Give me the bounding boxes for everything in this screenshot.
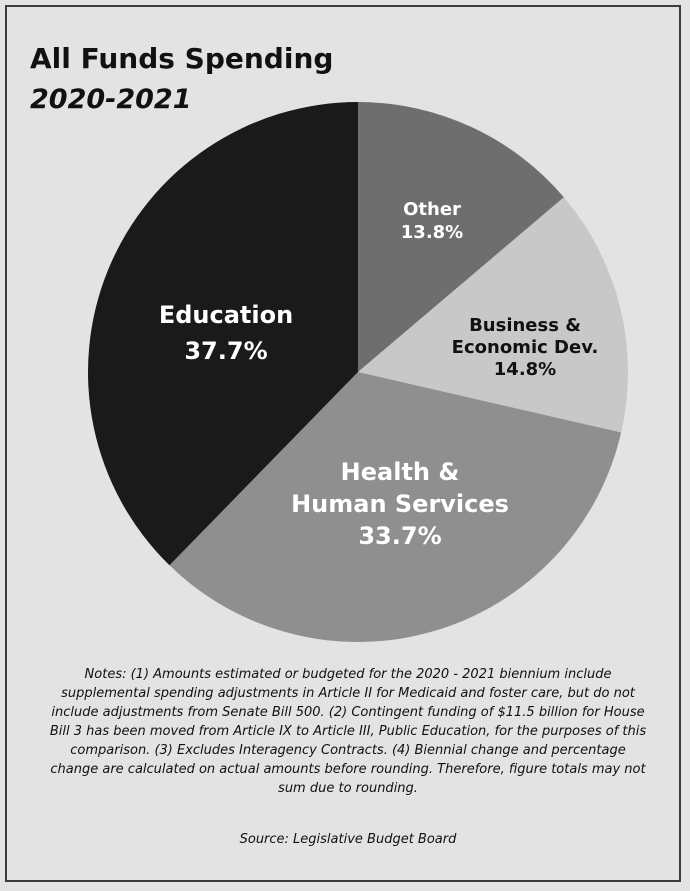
pie-slice-business-economic-dev — [358, 197, 628, 433]
slice-label-business-economic-dev: Business & Economic Dev. 14.8% — [452, 315, 599, 380]
chart-source: Source: Legislative Budget Board — [239, 832, 457, 847]
chart-notes: Notes: (1) Amounts estimated or budgeted… — [49, 667, 647, 796]
slice-name-label: Education — [159, 301, 293, 329]
slice-value-label: 37.7% — [184, 337, 267, 365]
slice-name-label: Health & — [341, 458, 460, 486]
slice-value-label: 13.8% — [401, 222, 463, 243]
chart-subtitle: 2020-2021 — [30, 84, 192, 115]
pie-slice-education — [88, 102, 359, 566]
chart-title: All Funds Spending — [30, 42, 334, 75]
slice-label-other: Other 13.8% — [401, 199, 463, 243]
slice-label-health-human-services: Health & Human Services 33.7% — [291, 458, 509, 550]
slice-value-label: 33.7% — [358, 522, 441, 550]
slice-name-label: Human Services — [291, 490, 509, 518]
slice-name-label: Other — [403, 199, 461, 220]
pie-slice-health-human-services — [169, 372, 622, 642]
slice-value-label: 14.8% — [494, 359, 556, 380]
pie-slice-other — [358, 101, 564, 372]
slice-name-label: Economic Dev. — [452, 337, 599, 358]
slice-name-label: Business & — [469, 315, 581, 336]
slice-label-education: Education 37.7% — [159, 301, 293, 365]
